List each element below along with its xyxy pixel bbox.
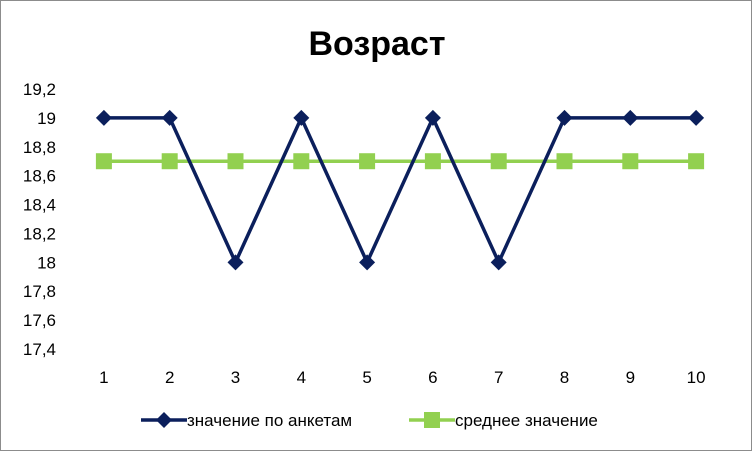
series-1 [95, 109, 705, 271]
x-tick-label: 9 [626, 368, 635, 387]
x-tick-label: 3 [231, 368, 240, 387]
x-tick-label: 5 [362, 368, 371, 387]
y-tick-label: 18,4 [23, 196, 56, 215]
legend-item: среднее значение [409, 411, 598, 430]
y-tick-label: 19 [37, 109, 56, 128]
x-tick-label: 1 [99, 368, 108, 387]
y-tick-label: 18,8 [23, 138, 56, 157]
x-tick-label: 8 [560, 368, 569, 387]
x-tick-label: 7 [494, 368, 503, 387]
data-point [622, 153, 639, 170]
legend-item: значение по анкетам [141, 411, 352, 430]
y-tick-label: 17,6 [23, 311, 56, 330]
x-axis: 1 2 3 4 5 6 7 8 9 10 [99, 368, 705, 387]
y-tick-label: 18,2 [23, 224, 56, 243]
data-point [424, 109, 441, 126]
data-point [227, 254, 244, 271]
y-tick-label: 17,8 [23, 282, 56, 301]
data-point [424, 153, 441, 170]
legend-marker [156, 412, 172, 428]
data-point [490, 254, 507, 271]
x-tick-label: 4 [297, 368, 306, 387]
data-point [161, 153, 178, 170]
y-tick-label: 18 [37, 253, 56, 272]
data-point [688, 153, 705, 170]
data-point [95, 109, 112, 126]
data-point [161, 109, 178, 126]
series-2 [95, 153, 705, 170]
chart-title: Возраст [308, 25, 445, 63]
data-point [95, 153, 112, 170]
series-line [103, 113, 697, 267]
legend-marker [424, 412, 440, 428]
data-point [359, 254, 376, 271]
x-tick-label: 10 [687, 368, 706, 387]
data-point [622, 109, 639, 126]
data-point [556, 153, 573, 170]
y-tick-label: 17,4 [23, 340, 56, 359]
legend: значение по анкетам среднее значение [141, 411, 598, 430]
legend-label: значение по анкетам [187, 411, 352, 430]
legend-label: среднее значение [455, 411, 598, 430]
data-point [490, 153, 507, 170]
data-point [293, 109, 310, 126]
x-tick-label: 2 [165, 368, 174, 387]
series-layer [95, 109, 705, 271]
data-point [359, 153, 376, 170]
x-tick-label: 6 [428, 368, 437, 387]
data-point [556, 109, 573, 126]
data-point [688, 109, 705, 126]
data-point [293, 153, 310, 170]
y-axis: 19,2 19 18,8 18,6 18,4 18,2 18 17,8 17,6 17,4 [23, 80, 56, 359]
y-tick-label: 18,6 [23, 167, 56, 186]
data-point [227, 153, 244, 170]
y-tick-label: 19,2 [23, 80, 56, 99]
